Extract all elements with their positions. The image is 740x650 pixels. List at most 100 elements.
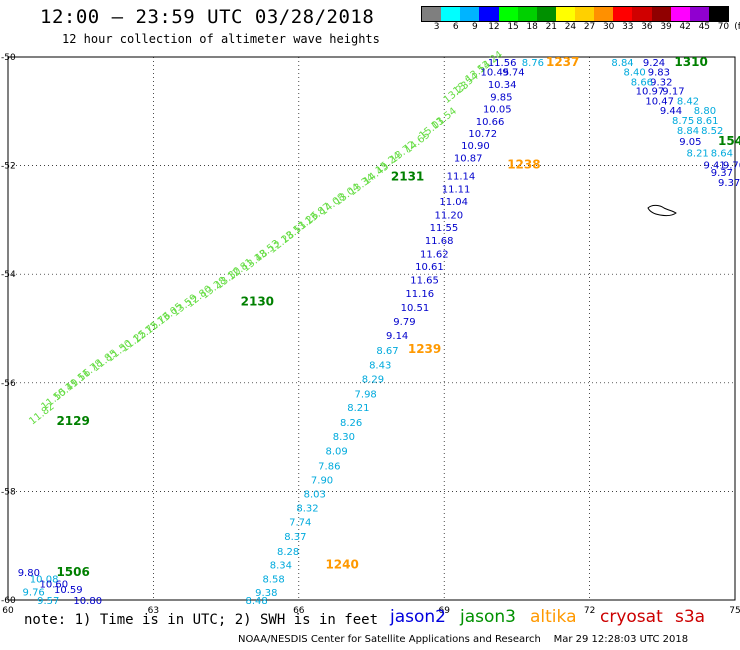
- wave-height-value: 8.34: [270, 561, 292, 572]
- pass-number-label: 2130: [241, 294, 274, 308]
- legend-swatch: [670, 7, 690, 21]
- pass-number-label: 1506: [56, 565, 89, 579]
- island-outline: [647, 204, 677, 217]
- wave-height-value: 11.20: [435, 210, 464, 221]
- legend-swatch: [517, 7, 537, 21]
- legend-swatch: [441, 7, 461, 21]
- wave-height-value: 7.86: [318, 461, 340, 472]
- wave-height-value: 11.16: [405, 289, 434, 300]
- legend-label: 9: [471, 22, 478, 32]
- legend-label: 45: [698, 22, 711, 32]
- wave-height-value: 9.83: [648, 68, 670, 79]
- wave-height-value: 10.90: [461, 141, 490, 152]
- legend-label: 39: [660, 22, 672, 32]
- pass-number-label: 1240: [325, 558, 358, 572]
- wave-height-value: 8.30: [333, 432, 355, 443]
- legend-label: 42: [679, 22, 691, 32]
- wave-height-value: 10.45: [481, 68, 510, 79]
- wave-height-value: 8.66: [631, 77, 653, 88]
- wave-height-value: 9.76: [23, 587, 45, 598]
- wave-height-value: 7.90: [311, 475, 333, 486]
- wave-height-value: 11.62: [420, 250, 449, 261]
- wave-height-value: 8.84: [677, 126, 699, 137]
- wave-height-value: 9.80: [18, 568, 40, 579]
- legend-swatch: [422, 7, 442, 21]
- wave-height-value: 9.32: [650, 77, 672, 88]
- wave-height-value: 8.21: [687, 149, 709, 160]
- pass-number-label: 2131: [391, 169, 424, 183]
- wave-height-value: 8.09: [325, 447, 347, 458]
- wave-height-value: 8.42: [677, 96, 699, 107]
- wave-height-value: 9.14: [386, 331, 408, 342]
- wave-height-value: 8.58: [262, 574, 284, 585]
- wave-height-value: 8.75: [672, 116, 694, 127]
- legend-s3a: s3a: [675, 607, 706, 627]
- wave-height-value: 8.48: [245, 596, 267, 607]
- wave-height-value: 10.60: [40, 580, 69, 591]
- legend-swatch: [498, 7, 518, 21]
- wave-height-value: 9.79: [393, 317, 415, 328]
- wave-height-value: 11.55: [430, 223, 459, 234]
- wave-height-value: 11.11: [442, 184, 471, 195]
- wave-height-value: 8.52: [701, 126, 723, 137]
- wave-height-value: 10.66: [476, 117, 505, 128]
- wave-height-value: 11.65: [410, 276, 439, 287]
- x-tick-label: 75: [729, 606, 740, 616]
- x-tick-label: 69: [438, 606, 450, 616]
- legend-swatch: [613, 7, 633, 21]
- x-tick-label: 63: [148, 606, 159, 616]
- legend-label: 30: [602, 22, 615, 32]
- wave-height-value: 8.32: [296, 504, 318, 515]
- wave-height-value: 8.43: [369, 360, 391, 371]
- wave-height-value: 10.61: [415, 262, 444, 273]
- wave-height-value: 9.57: [37, 596, 59, 607]
- wave-height-value: 8.37: [284, 532, 306, 543]
- legend-label: 70: [717, 22, 730, 32]
- color-scale-legend: [421, 6, 729, 22]
- y-tick-label: -50: [1, 53, 16, 63]
- legend-altika: altika: [530, 607, 577, 627]
- legend-label: 33: [622, 22, 634, 32]
- wave-height-value: 9.17: [662, 87, 684, 98]
- legend-label: 36: [641, 22, 653, 32]
- wave-height-value: 9.24: [643, 58, 665, 69]
- wave-height-value: 11.14: [447, 171, 476, 182]
- wave-height-value: 10.08: [30, 574, 59, 585]
- wave-height-value: 8.64: [711, 149, 733, 160]
- wave-height-value: 8.29: [362, 374, 384, 385]
- map-title: 12:00 – 23:59 UTC 03/28/2018: [40, 6, 375, 28]
- legend-swatch: [594, 7, 614, 21]
- y-tick-label: -52: [1, 162, 16, 172]
- legend-jason2: jason2: [390, 607, 446, 627]
- x-tick-label: 72: [584, 606, 595, 616]
- map-subtitle: 12 hour collection of altimeter wave hei…: [62, 32, 380, 46]
- pass-number-label: 1238: [507, 158, 540, 172]
- wave-height-value: 8.80: [694, 106, 716, 117]
- credit-line: NOAA/NESDIS Center for Satellite Applica…: [238, 634, 689, 645]
- y-tick-label: -58: [1, 487, 16, 497]
- legend-swatch: [536, 7, 556, 21]
- wave-height-value: 11.68: [425, 236, 454, 247]
- wave-height-value: 10.47: [645, 96, 674, 107]
- legend-label: 6: [452, 22, 459, 32]
- legend-jason3: jason3: [460, 607, 516, 627]
- legend-label: 15: [507, 22, 519, 32]
- wave-height-value: 10.80: [73, 596, 102, 607]
- legend-swatch: [651, 7, 671, 21]
- wave-height-value: 9.70: [723, 161, 740, 172]
- pass-number-label: 1542: [718, 134, 740, 148]
- wave-height-value: 8.84: [611, 58, 633, 69]
- pass-number-label: 2129: [56, 414, 89, 428]
- legend-swatch: [575, 7, 595, 21]
- legend-swatch: [555, 7, 575, 21]
- legend-label: 21: [545, 22, 558, 32]
- wave-height-value: 10.87: [454, 153, 483, 164]
- wave-height-value: 8.67: [376, 346, 398, 357]
- wave-height-value: 9.85: [490, 93, 512, 104]
- y-tick-label: -54: [1, 270, 16, 280]
- wave-height-value: 8.21: [347, 403, 369, 414]
- wave-height-value: 9.38: [255, 588, 277, 599]
- legend-swatch: [632, 7, 652, 21]
